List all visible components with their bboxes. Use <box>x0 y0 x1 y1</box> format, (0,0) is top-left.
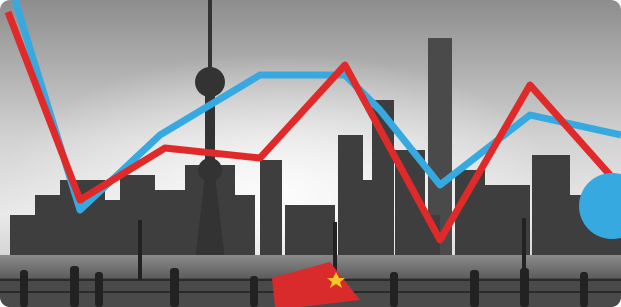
illustration <box>0 0 621 307</box>
page <box>0 0 621 307</box>
scene <box>0 0 621 307</box>
